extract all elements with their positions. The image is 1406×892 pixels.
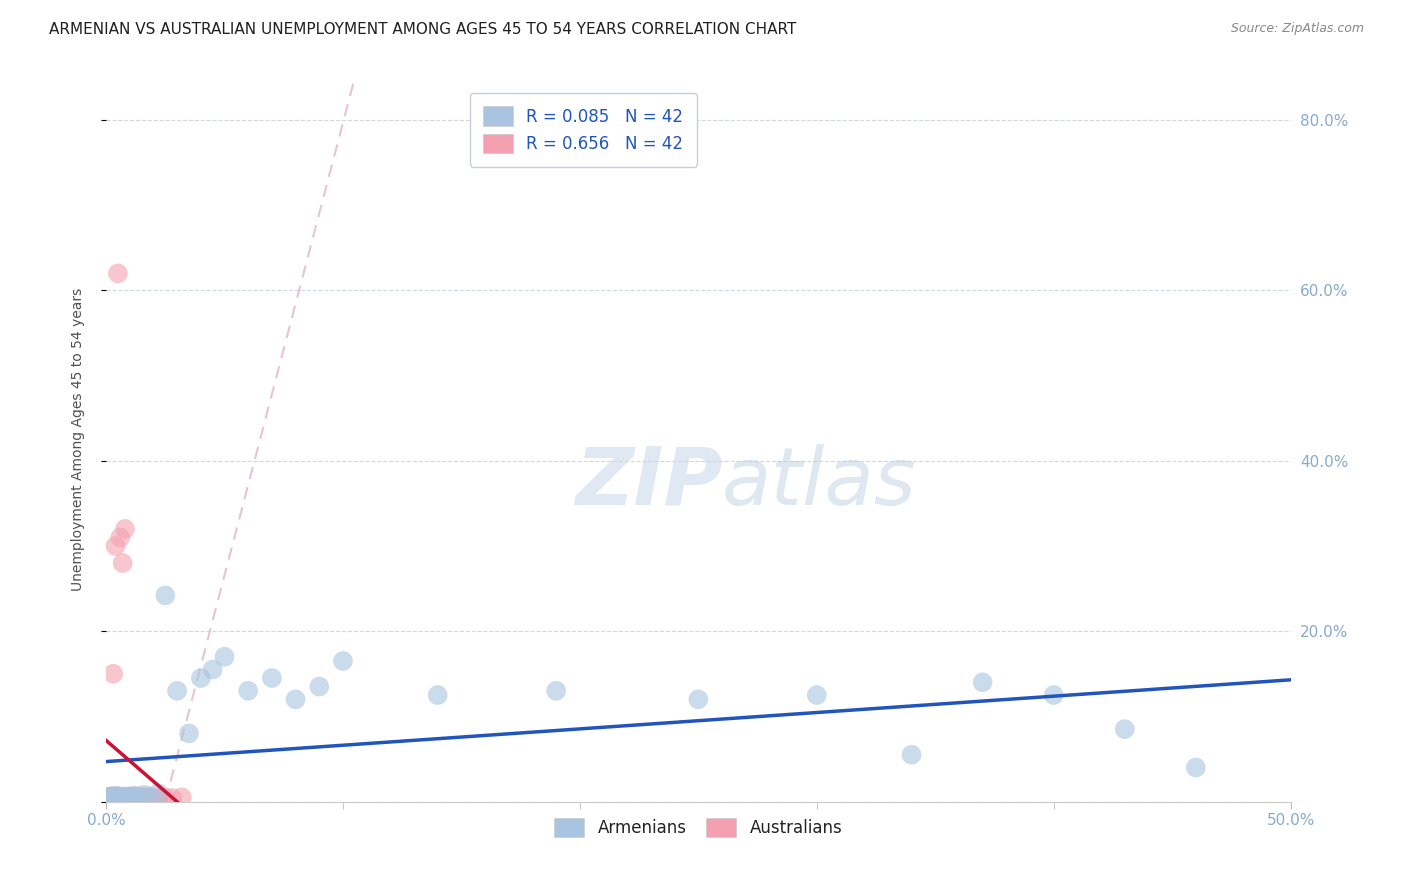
Point — [155, 790, 177, 805]
Point — [1042, 688, 1064, 702]
Point — [148, 791, 170, 805]
Point — [101, 792, 124, 806]
Point — [97, 791, 120, 805]
Point — [110, 790, 132, 805]
Point — [111, 789, 134, 804]
Point — [110, 791, 132, 805]
Point — [125, 790, 148, 805]
Point — [128, 789, 150, 804]
Point — [101, 790, 124, 805]
Point — [166, 683, 188, 698]
Point — [177, 726, 200, 740]
Point — [117, 789, 139, 804]
Point — [546, 683, 568, 698]
Point — [114, 522, 136, 536]
Point — [97, 790, 120, 805]
Y-axis label: Unemployment Among Ages 45 to 54 years: Unemployment Among Ages 45 to 54 years — [72, 288, 86, 591]
Point — [162, 791, 184, 805]
Point — [124, 791, 146, 805]
Point — [100, 789, 122, 804]
Point — [107, 791, 129, 805]
Point — [100, 791, 122, 805]
Point — [110, 531, 132, 545]
Point — [118, 790, 141, 805]
Point — [111, 556, 134, 570]
Point — [128, 791, 150, 805]
Point — [426, 688, 449, 702]
Point — [101, 666, 124, 681]
Point — [114, 790, 136, 805]
Text: Source: ZipAtlas.com: Source: ZipAtlas.com — [1230, 22, 1364, 36]
Point — [124, 789, 146, 803]
Point — [101, 790, 124, 805]
Point — [107, 266, 129, 280]
Point — [100, 789, 122, 804]
Point — [688, 692, 710, 706]
Point — [107, 791, 129, 805]
Point — [104, 792, 127, 806]
Point — [107, 789, 129, 804]
Point — [260, 671, 283, 685]
Text: ZIP: ZIP — [575, 444, 723, 522]
Point — [118, 789, 141, 804]
Point — [107, 789, 129, 804]
Point — [190, 671, 212, 685]
Point — [806, 688, 828, 702]
Point — [100, 792, 122, 806]
Point — [104, 539, 127, 553]
Point — [900, 747, 922, 762]
Point — [214, 649, 236, 664]
Point — [107, 790, 129, 805]
Text: ARMENIAN VS AUSTRALIAN UNEMPLOYMENT AMONG AGES 45 TO 54 YEARS CORRELATION CHART: ARMENIAN VS AUSTRALIAN UNEMPLOYMENT AMON… — [49, 22, 797, 37]
Point — [132, 788, 155, 802]
Point — [142, 790, 165, 805]
Point — [111, 790, 134, 805]
Point — [114, 790, 136, 805]
Point — [101, 789, 124, 804]
Point — [101, 791, 124, 805]
Point — [148, 786, 170, 800]
Point — [104, 790, 127, 805]
Point — [104, 792, 127, 806]
Point — [117, 791, 139, 805]
Text: atlas: atlas — [723, 444, 917, 522]
Point — [131, 791, 153, 805]
Point — [132, 790, 155, 805]
Point — [121, 790, 143, 805]
Point — [284, 692, 307, 706]
Point — [201, 663, 224, 677]
Point — [972, 675, 994, 690]
Point — [1114, 722, 1136, 736]
Point — [104, 791, 127, 805]
Point — [1185, 760, 1208, 774]
Point — [332, 654, 354, 668]
Point — [138, 791, 160, 805]
Point — [155, 588, 177, 602]
Point — [101, 791, 124, 805]
Point — [100, 792, 122, 806]
Point — [121, 789, 143, 804]
Point — [110, 790, 132, 805]
Point — [100, 790, 122, 805]
Point — [138, 789, 160, 804]
Point — [97, 792, 120, 806]
Point — [111, 791, 134, 805]
Point — [308, 680, 330, 694]
Legend: Armenians, Australians: Armenians, Australians — [547, 812, 849, 844]
Point — [104, 789, 127, 803]
Point — [111, 792, 134, 806]
Point — [238, 683, 260, 698]
Point — [170, 790, 193, 805]
Point — [110, 791, 132, 805]
Point — [97, 790, 120, 805]
